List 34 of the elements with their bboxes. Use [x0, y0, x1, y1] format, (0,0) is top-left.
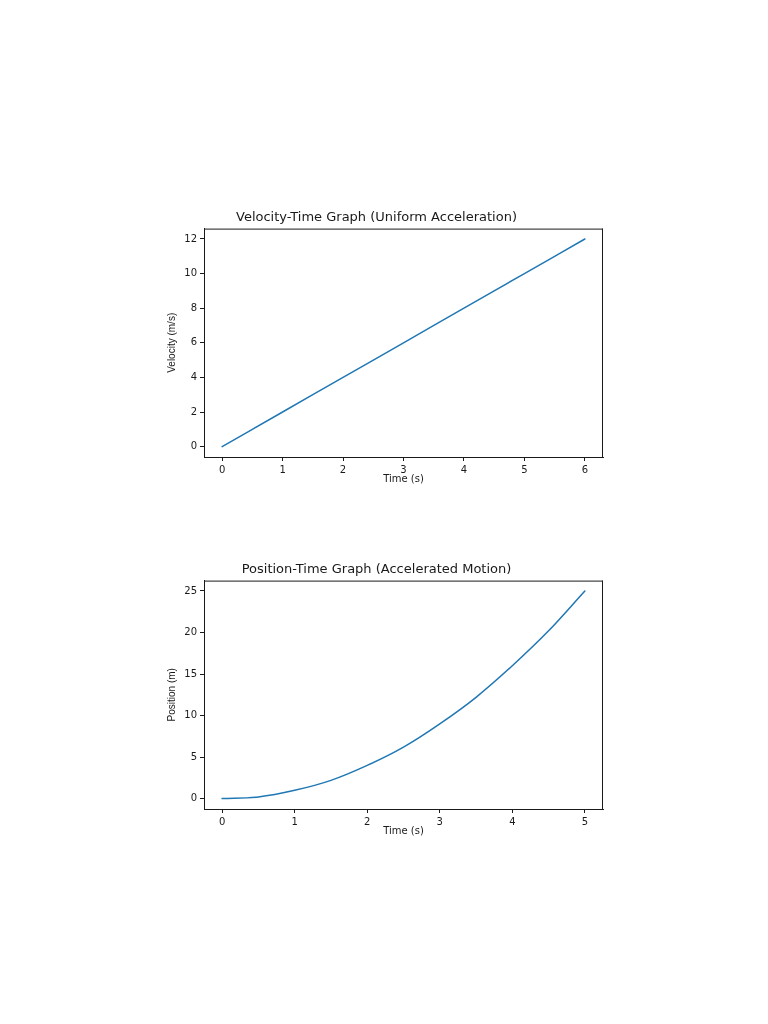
- x-tick-label: 5: [521, 463, 528, 475]
- y-tick-label: 25: [184, 584, 197, 596]
- x-tick-label: 0: [218, 815, 226, 827]
- y-tick-label: 0: [190, 440, 197, 452]
- x-tick-label: 2: [364, 815, 371, 827]
- y-tick-label: 4: [190, 371, 197, 382]
- y-tick-label: 2: [190, 405, 197, 417]
- y-axis-title: Position (m): [165, 668, 177, 722]
- x-tick-label: 5: [581, 815, 589, 827]
- y-tick-label: 10: [184, 709, 197, 721]
- y-tick-label: 10: [184, 267, 197, 279]
- y-axis-title: Velocity (m/s): [165, 312, 177, 373]
- x-tick-label: 4: [509, 815, 516, 827]
- x-tick-label: 3: [436, 815, 443, 827]
- x-axis-title: Time (s): [382, 472, 424, 484]
- x-tick-label: 6: [581, 463, 589, 475]
- line-series: [221, 590, 586, 800]
- x-tick-label: 1: [279, 463, 286, 475]
- y-tick-label: 20: [184, 626, 197, 638]
- chart-title: Velocity-Time Graph (Uniform Acceleration): [236, 209, 517, 225]
- y-tick-label: 6: [190, 336, 197, 348]
- y-tick-label: 5: [190, 750, 197, 762]
- line-series: [221, 238, 586, 448]
- x-tick-label: 0: [218, 463, 226, 475]
- y-tick-label: 15: [184, 667, 197, 679]
- x-axis-title: Time (s): [382, 824, 424, 836]
- y-tick-label: 12: [184, 232, 197, 244]
- chart-title: Position-Time Graph (Accelerated Motion): [241, 561, 512, 577]
- x-tick-label: 1: [291, 815, 298, 827]
- x-tick-label: 2: [339, 463, 347, 475]
- y-tick-label: 8: [190, 301, 197, 313]
- x-tick-label: 4: [460, 463, 468, 475]
- x-tick-label: 3: [400, 463, 407, 475]
- y-tick-label: 0: [190, 792, 197, 804]
